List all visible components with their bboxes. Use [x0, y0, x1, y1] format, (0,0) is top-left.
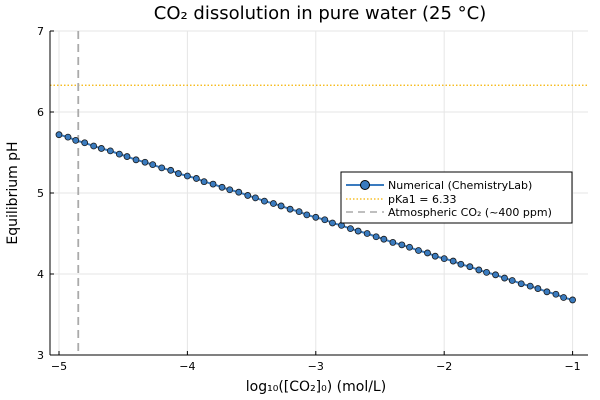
data-point — [123, 153, 131, 160]
data-point — [132, 156, 140, 164]
data-point — [354, 227, 362, 235]
y-tick-label: 7 — [37, 25, 44, 38]
data-point — [81, 139, 89, 147]
data-point — [183, 172, 191, 180]
data-point — [517, 280, 525, 288]
data-point — [106, 147, 114, 155]
data-point — [560, 294, 568, 301]
y-tick-label: 6 — [37, 106, 44, 119]
data-point — [226, 186, 234, 194]
x-tick-label: −2 — [436, 360, 452, 373]
data-point — [295, 208, 303, 216]
data-point — [261, 197, 268, 205]
data-point — [244, 192, 252, 199]
data-point — [431, 252, 439, 260]
data-point — [149, 161, 157, 169]
data-point — [406, 243, 413, 251]
data-point — [72, 136, 80, 144]
y-axis-label: Equilibrium pH — [5, 141, 21, 244]
data-point — [115, 150, 123, 158]
data-point — [252, 194, 259, 202]
data-point — [303, 211, 311, 219]
data-point — [457, 260, 465, 268]
x-tick-label: −1 — [564, 360, 580, 373]
data-point — [55, 131, 63, 139]
data-point — [218, 183, 226, 191]
y-tick-label: 5 — [37, 187, 44, 200]
legend-box — [340, 171, 573, 224]
data-point — [312, 213, 320, 221]
data-point — [90, 142, 98, 150]
legend-label-numerical: Numerical (ChemistryLab) — [388, 179, 532, 192]
series-numerical — [55, 131, 576, 304]
x-tick-label: −4 — [179, 360, 195, 373]
data-point — [167, 166, 175, 174]
data-point — [380, 235, 388, 243]
y-tick-label: 3 — [37, 349, 44, 362]
legend: Numerical (ChemistryLab) pKa1 = 6.33 Atm… — [340, 171, 573, 224]
x-tick-label: −5 — [51, 360, 67, 373]
data-point — [363, 230, 371, 237]
data-point — [389, 239, 397, 246]
y-tick-label: 4 — [37, 268, 44, 281]
data-point — [398, 241, 406, 249]
legend-marker-numerical — [360, 180, 370, 190]
data-point — [158, 164, 166, 172]
data-point — [209, 180, 217, 188]
data-point — [415, 247, 422, 254]
axes: −5 −4 −3 −2 −1 3 4 5 6 7 — [37, 25, 588, 373]
reference-lines — [50, 31, 588, 355]
x-tick-label: −3 — [308, 360, 324, 373]
data-point — [526, 282, 534, 290]
data-point — [534, 285, 542, 292]
data-point — [372, 233, 380, 241]
data-point — [175, 170, 182, 177]
data-point — [449, 257, 457, 265]
data-point — [483, 268, 490, 276]
data-point — [192, 175, 200, 182]
data-point — [508, 277, 516, 284]
legend-label-pka1: pKa1 = 6.33 — [388, 193, 456, 206]
data-point — [321, 216, 329, 224]
data-point — [329, 219, 336, 227]
data-point — [277, 202, 285, 210]
legend-label-atmospheric: Atmospheric CO₂ (~400 ppm) — [388, 206, 552, 219]
data-point — [235, 188, 243, 196]
data-point — [475, 266, 483, 274]
data-point — [97, 145, 105, 152]
data-point — [64, 133, 72, 141]
data-point — [141, 158, 149, 166]
data-point — [501, 274, 508, 282]
data-point — [440, 255, 448, 263]
data-point — [424, 249, 431, 257]
data-point — [552, 290, 560, 298]
chart-title: CO₂ dissolution in pure water (25 °C) — [154, 3, 487, 24]
data-point — [543, 288, 551, 296]
data-point — [347, 225, 354, 233]
data-point — [200, 178, 208, 186]
data-point — [270, 200, 277, 207]
data-point — [286, 205, 294, 213]
data-point — [466, 263, 474, 271]
x-axis-label: log₁₀([CO₂]₀) (mol/L) — [246, 379, 386, 395]
data-point — [569, 296, 576, 304]
data-point — [492, 271, 499, 279]
